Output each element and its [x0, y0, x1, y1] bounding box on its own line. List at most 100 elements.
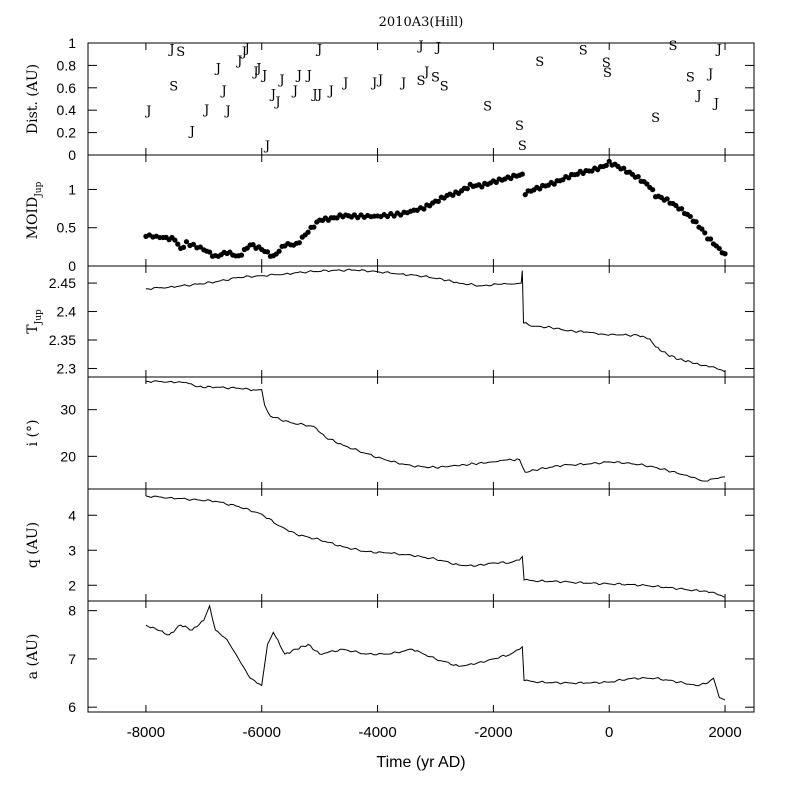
data-point: [276, 248, 282, 254]
y-tick-label-incl: 20: [60, 448, 76, 464]
data-point-jupiter: J: [706, 67, 713, 82]
data-point-saturn: S: [176, 45, 185, 60]
y-axis-label-tjup: TJup: [25, 309, 44, 334]
data-point: [716, 245, 722, 252]
data-point-jupiter: J: [295, 68, 302, 83]
data-point-saturn: S: [579, 44, 588, 59]
y-tick-label-incl: 30: [60, 402, 76, 418]
data-point: [537, 186, 543, 192]
data-point: [464, 186, 470, 192]
data-point-jupiter: J: [251, 65, 258, 80]
data-point: [673, 202, 679, 209]
y-axis-label-q: q (AU): [25, 522, 41, 568]
data-point-jupiter: J: [416, 39, 423, 54]
x-tick-label: -8000: [127, 724, 165, 741]
data-point-jupiter: J: [219, 84, 226, 99]
data-point: [650, 187, 656, 193]
data-point: [687, 213, 693, 220]
data-point-jupiter: J: [376, 73, 383, 88]
data-point: [238, 252, 245, 258]
y-tick-label-moid: 0: [68, 258, 76, 274]
data-point: [664, 196, 670, 202]
data-point-jupiter: J: [214, 62, 221, 77]
data-point: [699, 226, 705, 232]
y-tick-label-a: 7: [68, 651, 76, 667]
y-tick-label-dist: 0.6: [57, 80, 77, 96]
y-tick-label-tjup: 2.3: [57, 360, 77, 376]
data-point-saturn: S: [169, 80, 178, 95]
data-point: [264, 249, 271, 255]
data-point-saturn: S: [686, 71, 695, 86]
data-point-saturn: S: [440, 80, 449, 95]
data-point: [479, 184, 485, 190]
data-point-saturn: S: [602, 56, 611, 71]
data-point: [172, 237, 178, 243]
data-point-saturn: S: [515, 119, 524, 134]
y-tick-label-q: 2: [68, 577, 76, 593]
data-point: [180, 244, 187, 250]
y-tick-label-a: 8: [68, 603, 76, 619]
data-point-jupiter: J: [240, 45, 247, 60]
panel-moid: 0 0.5 1 MOIDJup: [25, 154, 755, 274]
y-tick-label-a: 6: [68, 699, 76, 715]
data-point-jupiter: J: [694, 89, 701, 104]
data-point-jupiter: J: [235, 54, 242, 69]
data-point: [707, 236, 714, 242]
data-point: [635, 174, 641, 180]
y-tick-label-dist: 1: [68, 35, 76, 51]
y-tick-label-moid: 1: [68, 181, 76, 197]
data-point: [183, 239, 190, 245]
data-point-jupiter: J: [273, 95, 280, 110]
data-point: [391, 213, 397, 219]
chart-title: 2010A3(Hill): [379, 15, 464, 30]
panel-frame-tjup: [87, 265, 755, 378]
data-point-jupiter: J: [202, 103, 209, 118]
data-point-jupiter: J: [399, 76, 406, 91]
series-line-a: [145, 604, 726, 701]
data-point: [435, 198, 441, 205]
data-point-jupiter: J: [277, 73, 284, 88]
x-tick-label: 2000: [708, 724, 741, 741]
data-point: [679, 206, 685, 212]
data-point-jupiter: J: [315, 43, 322, 58]
data-point-jupiter: J: [224, 104, 231, 119]
panel-q: 2 3 4 q (AU): [25, 488, 755, 602]
y-tick-label-tjup: 2.35: [49, 332, 76, 348]
data-point-jupiter: J: [310, 87, 317, 102]
data-point-saturn: S: [651, 111, 660, 126]
panel-frame-dist: [87, 42, 755, 156]
y-tick-label-tjup: 2.4: [57, 304, 77, 320]
data-point: [522, 192, 528, 198]
data-point-jupiter: J: [263, 139, 270, 154]
data-point: [305, 229, 311, 235]
data-point-jupiter: J: [370, 76, 377, 91]
data-point-jupiter: J: [269, 87, 276, 102]
y-axis-label-a: a (AU): [25, 634, 41, 680]
y-tick-label-q: 3: [68, 542, 76, 558]
y-tick-label-tjup: 2.45: [49, 275, 76, 291]
x-axis: -8000 -6000 -4000 -2000 0 2000: [127, 724, 742, 741]
panel-tjup: 2.3 2.35 2.4 2.45 TJup: [25, 265, 755, 378]
data-point: [519, 171, 525, 177]
data-point: [606, 158, 612, 164]
panel-frame-a: [87, 600, 755, 713]
data-point: [722, 251, 728, 257]
panel-incl: 20 30 i (°): [25, 376, 755, 490]
x-tick-label: -2000: [474, 724, 512, 741]
y-tick-label-dist: 0.2: [57, 125, 77, 141]
data-point: [621, 165, 627, 171]
data-point-saturn: S: [417, 74, 426, 89]
panel-frame-moid: [87, 154, 755, 267]
data-point-jupiter: J: [422, 65, 429, 80]
data-point-saturn: S: [483, 100, 492, 115]
x-tick-label: 0: [605, 724, 613, 741]
series-line-incl: [145, 380, 726, 482]
y-axis-label-incl: i (°): [25, 420, 41, 447]
y-tick-label-dist: 0: [68, 147, 76, 163]
data-point-saturn: S: [431, 71, 440, 86]
data-point: [450, 192, 456, 198]
data-point-saturn: S: [518, 139, 527, 154]
